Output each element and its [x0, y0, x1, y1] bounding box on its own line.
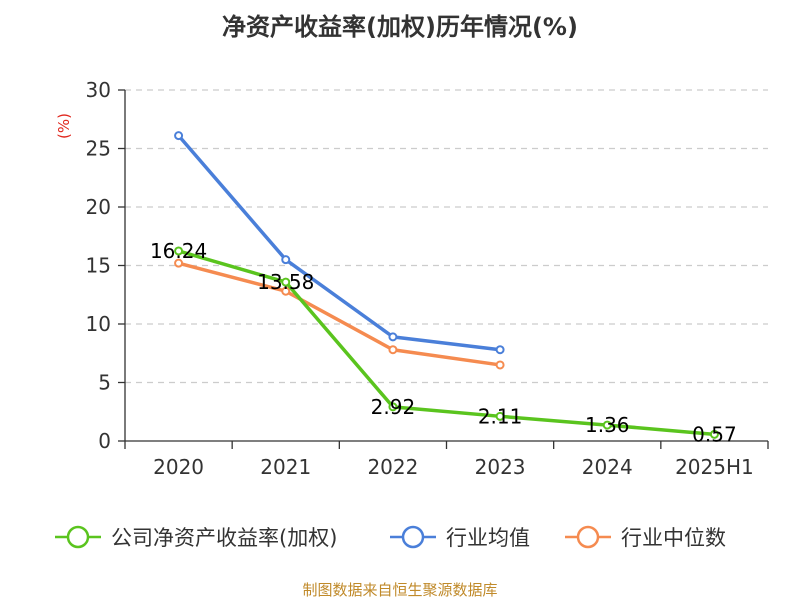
x-tick-label: 2020 [153, 455, 204, 479]
y-tick-label: 20 [86, 195, 111, 219]
data-point[interactable] [495, 360, 505, 370]
y-tick-label: 0 [98, 429, 111, 453]
data-label: 1.36 [585, 413, 630, 437]
series-layer [174, 131, 719, 439]
data-point[interactable] [388, 345, 398, 355]
series-line-0 [178, 249, 715, 437]
data-point[interactable] [174, 131, 184, 141]
data-label: 2.11 [478, 404, 523, 428]
y-tick-label: 15 [86, 254, 111, 278]
legend-label: 行业中位数 [621, 526, 726, 550]
x-tick-label: 2023 [475, 455, 526, 479]
x-tick-label: 2022 [367, 455, 418, 479]
chart-title: 净资产收益率(加权)历年情况(%) [222, 13, 578, 41]
x-tick-label: 2021 [260, 455, 311, 479]
y-tick-label: 5 [98, 371, 111, 395]
data-label: 2.92 [371, 395, 416, 419]
legend-swatch-marker [66, 525, 90, 549]
data-point[interactable] [174, 246, 184, 256]
axes: 0 5 10 15 20 25 30 2020 2021 2022 2023 2024 2025H1 [86, 78, 769, 479]
legend-item-2[interactable]: 行业中位数 [565, 525, 726, 550]
data-point[interactable] [495, 345, 505, 355]
x-tick-label: 2024 [582, 455, 633, 479]
data-point[interactable] [174, 258, 184, 268]
legend-swatch-marker [401, 525, 425, 549]
legend-label: 公司净资产收益率(加权) [111, 526, 337, 550]
source-note: 制图数据来自恒生聚源数据库 [302, 581, 497, 599]
legend-label: 行业均值 [446, 526, 530, 550]
legend-item-0[interactable]: 公司净资产收益率(加权) [55, 525, 337, 550]
data-point[interactable] [281, 255, 291, 265]
grid-lines [125, 89, 768, 384]
data-point[interactable] [495, 411, 505, 421]
series-line-1 [177, 134, 501, 352]
y-axis-unit-label: (%) [55, 113, 73, 139]
data-point[interactable] [388, 332, 398, 342]
y-tick-label: 25 [86, 137, 111, 161]
data-point[interactable] [602, 420, 612, 430]
data-label: 13.58 [257, 270, 314, 294]
x-tick-label: 2025H1 [675, 455, 754, 479]
data-point[interactable] [281, 286, 291, 296]
legend[interactable]: 公司净资产收益率(加权) 行业均值 行业中位数 [55, 525, 726, 550]
y-tick-label: 10 [86, 312, 111, 336]
data-label: 16.24 [150, 239, 207, 263]
data-point[interactable] [388, 402, 398, 412]
legend-swatch-marker [576, 525, 600, 549]
data-point[interactable] [709, 429, 719, 439]
data-labels: 16.24 13.58 2.92 2.11 1.36 0.57 [150, 239, 737, 446]
data-label: 0.57 [692, 422, 737, 446]
y-tick-label: 30 [86, 78, 111, 102]
legend-item-1[interactable]: 行业均值 [390, 525, 530, 550]
data-point[interactable] [281, 277, 291, 287]
series-line-2 [178, 261, 501, 367]
